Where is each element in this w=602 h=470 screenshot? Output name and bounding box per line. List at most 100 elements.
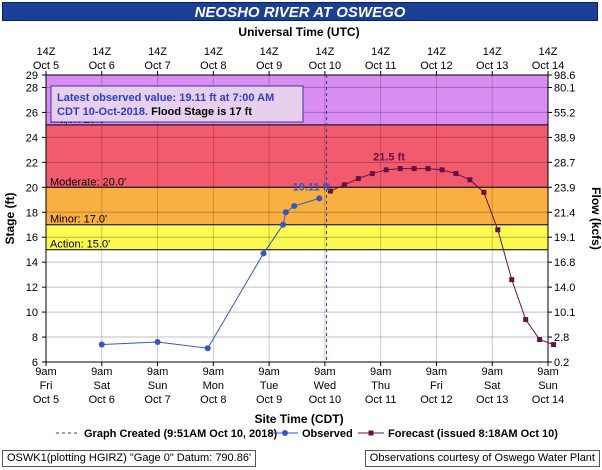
latest-value-box [50,85,304,123]
y-tick-label: 12 [26,282,38,294]
y-tick-label: 24 [26,132,38,144]
bottom-tick-label: Oct 8 [200,394,226,406]
datum-info: OSWK1(plotting HGIRZ) "Gage 0" Datum: 79… [2,450,257,467]
legend-observed-label: Observed [302,428,353,440]
y-tick-label: 20 [26,182,38,194]
axes: Universal Time (UTC) 14Z Oct 5 14Z Oct 6 14Z O… [3,25,602,426]
flood-band-label-action: Action: 15.0' [50,239,110,251]
y-tick-label: 8 [32,332,38,344]
top-tick-label: 14Z [315,46,334,58]
observed-point [291,203,298,210]
top-tick-label: Oct 12 [420,60,452,72]
top-tick-label: 14Z [539,46,558,58]
bottom-tick-label: Sat [94,380,111,392]
forecast-point [383,167,389,173]
forecast-point [453,171,459,177]
bottom-tick-label: Thu [371,380,390,392]
top-tick-label: 14Z [260,46,279,58]
y2-tick-label: 98.6 [554,70,575,82]
latest-value-line1: Latest observed value: 19.11 ft at 7:00 … [57,92,274,104]
y2-tick-label: 28.7 [554,157,575,169]
flood-band-label-moderate: Moderate: 20.0' [50,176,126,188]
bottom-tick-label: 9am [370,366,391,378]
forecast-point [355,176,361,182]
latest-value-line2: CDT 10-Oct-2018. Flood Stage is 17 ft [57,106,252,118]
top-tick-label: Oct 14 [532,60,564,72]
y-tick-label: 18 [26,207,38,219]
top-tick-label: Oct 6 [89,60,115,72]
y-tick-label: 22 [26,157,38,169]
bottom-tick-label: 9am [426,366,447,378]
top-tick-label: Oct 5 [33,60,59,72]
y-tick-label: 10 [26,307,38,319]
y2-tick-label: 2.8 [554,332,569,344]
top-tick-label: 14Z [37,46,56,58]
series [98,166,557,352]
forecast-peak-label: 21.5 ft [373,152,405,164]
forecast-point [537,337,543,343]
y-tick-label: 16 [26,232,38,244]
legend: Graph Created (9:51AM Oct 10, 2018) Obser… [56,428,558,440]
bottom-tick-label: Mon [203,380,224,392]
y-tick-label: 29 [26,70,38,82]
y2-tick-label: 0.2 [554,357,569,369]
legend-forecast-marker [368,430,374,436]
top-tick-label: 14Z [92,46,111,58]
forecast-point [551,342,557,348]
y2-tick-label: 55.2 [554,107,575,119]
forecast-point [509,277,515,283]
y2-tick-label: 14.0 [554,282,575,294]
bottom-tick-label: Oct 12 [420,394,452,406]
observed-value-label: 19.11 ft [293,181,331,193]
plot-border [45,74,549,363]
top-tick-label: 14Z [204,46,223,58]
chart-title: NEOSHO RIVER AT OSWEGO [2,2,598,21]
bottom-tick-label: Wed [314,380,336,392]
forecast-point [481,189,487,195]
flood-band-action [46,224,548,250]
bottom-tick-label: Oct 10 [309,394,341,406]
bottom-tick-label: 9am [314,366,335,378]
bottom-tick-label: 9am [35,366,56,378]
bottom-tick-label: Fri [430,380,443,392]
bottom-tick-label: Sun [538,380,558,392]
top-tick-label: 14Z [148,46,167,58]
forecast-point [369,171,375,177]
forecast-point [467,177,473,183]
y2-tick-label: 16.8 [554,257,575,269]
top-tick-label: Oct 7 [144,60,170,72]
top-tick-label: Oct 11 [365,60,397,72]
top-tick-label: Oct 13 [476,60,508,72]
bottom-tick-label: Tue [260,380,279,392]
forecast-point [495,227,501,233]
top-tick-label: Oct 9 [256,60,282,72]
forecast-point [411,166,417,172]
bottom-tick-label: Fri [40,380,53,392]
bottom-tick-label: Oct 11 [365,394,397,406]
bottom-tick-label: Sat [484,380,501,392]
y2-tick-label: 19.1 [554,232,575,244]
observed-point [98,341,105,348]
bottom-tick-label: Oct 14 [532,394,564,406]
observed-point [154,339,161,346]
y2-axis-title: Flow (kcfs) [589,187,602,250]
y2-tick-label: 21.4 [554,207,575,219]
bottom-tick-label: 9am [203,366,224,378]
observation-credit: Observations courtesy of Oswego Water Pl… [364,450,600,467]
flood-band-label-minor: Minor: 17.0' [50,214,107,226]
forecast-point [523,317,529,323]
bottom-tick-label: Oct 5 [33,394,59,406]
observed-point [260,250,267,257]
bottom-tick-label: Oct 7 [144,394,170,406]
forecast-point [439,167,445,173]
y2-tick-label: 10.1 [554,307,575,319]
legend-observed-marker [282,430,288,436]
observed-point [316,195,323,202]
bottom-tick-label: 9am [482,366,503,378]
forecast-point [327,188,333,194]
bottom-tick-label: 9am [147,366,168,378]
grid [46,75,548,362]
y2-tick-label: 80.1 [554,82,575,94]
bottom-tick-label: 9am [91,366,112,378]
